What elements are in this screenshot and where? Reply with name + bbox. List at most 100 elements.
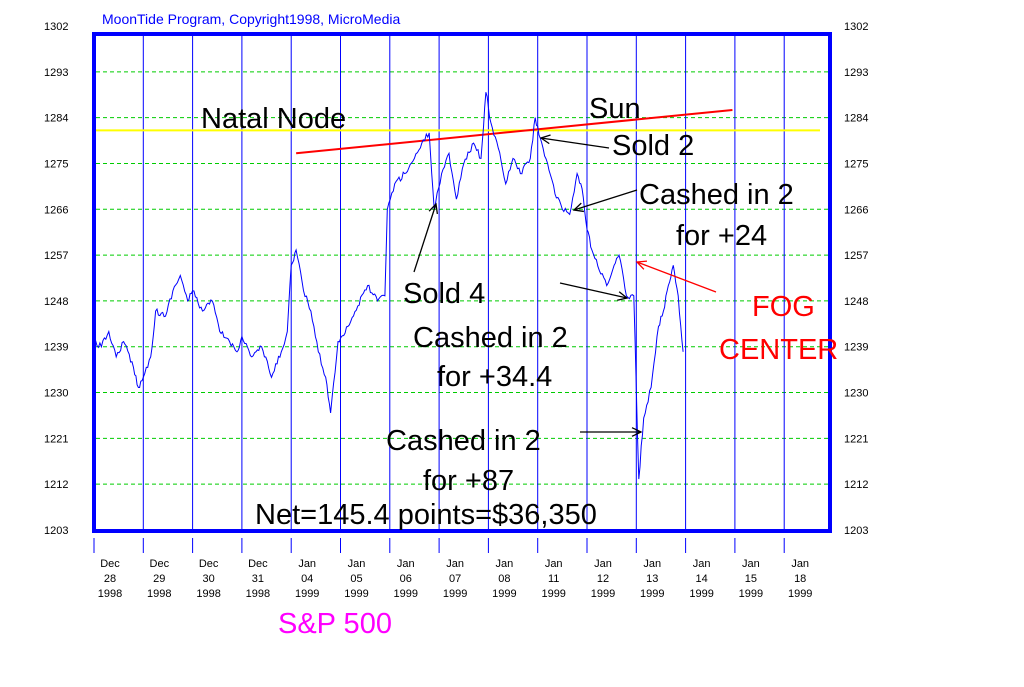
x-tick-year: 1999 bbox=[394, 588, 418, 600]
x-tick-year: 1998 bbox=[98, 588, 122, 600]
x-tick-year: 1999 bbox=[739, 588, 763, 600]
annotation-sold-4: Sold 4 bbox=[403, 278, 485, 310]
y-tick-label-right: 1212 bbox=[844, 479, 868, 491]
x-tick-day: 06 bbox=[400, 573, 412, 585]
y-tick-label-right: 1248 bbox=[844, 296, 868, 308]
sun-line bbox=[296, 109, 733, 155]
y-tick-label-left: 1230 bbox=[44, 388, 68, 400]
annotation-cashed-344-line1: Cashed in 2 bbox=[413, 322, 568, 354]
annotation-cashed-344-line2: for +34.4 bbox=[437, 361, 552, 393]
y-tick-label-right: 1275 bbox=[844, 158, 868, 170]
x-tick-day: 18 bbox=[794, 573, 806, 585]
arrow-sold-2 bbox=[540, 137, 610, 149]
overlay-lines bbox=[96, 109, 820, 155]
x-tick-year: 1999 bbox=[344, 588, 368, 600]
arrow-fog-center-head bbox=[635, 260, 648, 270]
x-tick-month: Jan bbox=[693, 558, 711, 570]
annotation-cashed-87-line1: Cashed in 2 bbox=[386, 425, 541, 457]
arrow-fog-center bbox=[636, 261, 717, 293]
x-tick-day: 05 bbox=[350, 573, 362, 585]
x-tick-month: Jan bbox=[545, 558, 563, 570]
arrow-sold-4 bbox=[413, 203, 437, 273]
chart-title: MoonTide Program, Copyright1998, MicroMe… bbox=[102, 11, 400, 27]
y-tick-label-left: 1248 bbox=[44, 296, 68, 308]
x-tick-year: 1999 bbox=[640, 588, 664, 600]
y-tick-label-right: 1257 bbox=[844, 250, 868, 262]
x-tick-month: Dec bbox=[248, 558, 268, 570]
y-tick-label-right: 1302 bbox=[844, 21, 868, 33]
y-tick-label-right: 1284 bbox=[844, 113, 868, 125]
fog-label-line1: FOG bbox=[752, 291, 815, 323]
x-tick-year: 1998 bbox=[147, 588, 171, 600]
x-tick-year: 1999 bbox=[591, 588, 615, 600]
x-tick-month: Dec bbox=[199, 558, 219, 570]
y-axis-left: 1302 1293 1284 1275 1266 1257 1248 1239 1230 1221… bbox=[44, 21, 68, 537]
x-tick-day: 29 bbox=[153, 573, 165, 585]
x-axis: Dec 28 1998 Dec 29 1998 Dec 30 1998 Dec 31 1998 Jan 0… bbox=[93, 538, 812, 600]
y-tick-label-left: 1266 bbox=[44, 204, 68, 216]
x-tick-month: Jan bbox=[298, 558, 316, 570]
y-tick-label-left: 1203 bbox=[44, 525, 68, 537]
series-line-sp500 bbox=[93, 92, 684, 480]
y-tick-label-right: 1221 bbox=[844, 433, 868, 445]
sun-label: Sun bbox=[589, 93, 641, 125]
x-tick-month: Dec bbox=[100, 558, 120, 570]
y-tick-label-right: 1266 bbox=[844, 204, 868, 216]
x-tick-month: Jan bbox=[594, 558, 612, 570]
x-tick-year: 1999 bbox=[541, 588, 565, 600]
annotation-cashed-24-line2: for +24 bbox=[676, 220, 767, 252]
plot-border bbox=[92, 32, 832, 533]
x-tick-month: Jan bbox=[791, 558, 809, 570]
x-tick-year: 1998 bbox=[246, 588, 270, 600]
annotation-arrows bbox=[413, 134, 717, 437]
y-tick-label-right: 1203 bbox=[844, 525, 868, 537]
x-tick-year: 1999 bbox=[295, 588, 319, 600]
x-tick-month: Jan bbox=[446, 558, 464, 570]
x-tick-day: 13 bbox=[646, 573, 658, 585]
arrow-cashed-24 bbox=[573, 189, 638, 211]
net-result: Net=145.4 points=$36,350 bbox=[255, 499, 597, 531]
x-tick-day: 11 bbox=[548, 573, 559, 585]
x-tick-day: 28 bbox=[104, 573, 116, 585]
date-dividers bbox=[142, 34, 785, 531]
x-tick-month: Jan bbox=[348, 558, 366, 570]
arrow-cashed-344-head bbox=[617, 291, 629, 301]
arrow-sold-4-head bbox=[428, 202, 439, 214]
x-tick-month: Jan bbox=[742, 558, 760, 570]
arrow-cashed-24-head bbox=[572, 202, 584, 213]
annotation-cashed-24-line1: Cashed in 2 bbox=[639, 179, 794, 211]
x-tick-day: 30 bbox=[202, 573, 214, 585]
y-tick-label-left: 1221 bbox=[44, 433, 68, 445]
y-tick-label-right: 1230 bbox=[844, 388, 868, 400]
y-tick-label-left: 1275 bbox=[44, 158, 68, 170]
y-tick-label-right: 1239 bbox=[844, 342, 868, 354]
x-tick-day: 15 bbox=[745, 573, 757, 585]
y-axis-right: 1302 1293 1284 1275 1266 1257 1248 1239 1230 1221… bbox=[844, 21, 868, 537]
x-tick-year: 1998 bbox=[196, 588, 220, 600]
x-tick-month: Jan bbox=[643, 558, 661, 570]
y-tick-label-left: 1293 bbox=[44, 67, 68, 79]
index-label: S&P 500 bbox=[278, 608, 392, 640]
x-tick-year: 1999 bbox=[492, 588, 516, 600]
series bbox=[93, 92, 684, 480]
y-tick-label-right: 1293 bbox=[844, 67, 868, 79]
x-tick-day: 08 bbox=[498, 573, 510, 585]
fog-label-line2: CENTER bbox=[719, 334, 838, 366]
natal-node-label: Natal Node bbox=[201, 103, 346, 135]
x-tick-year: 1999 bbox=[689, 588, 713, 600]
grid bbox=[96, 71, 828, 485]
arrow-sold-2-head bbox=[539, 134, 551, 145]
y-tick-label-left: 1212 bbox=[44, 479, 68, 491]
y-tick-label-left: 1302 bbox=[44, 21, 68, 33]
x-tick-month: Jan bbox=[496, 558, 514, 570]
y-tick-label-left: 1284 bbox=[44, 113, 68, 125]
annotation-sold-2: Sold 2 bbox=[612, 130, 694, 162]
y-tick-label-left: 1257 bbox=[44, 250, 68, 262]
x-tick-month: Dec bbox=[150, 558, 170, 570]
x-tick-year: 1999 bbox=[788, 588, 812, 600]
x-tick-day: 07 bbox=[449, 573, 461, 585]
arrow-cashed-344 bbox=[559, 282, 628, 299]
x-tick-day: 12 bbox=[597, 573, 609, 585]
